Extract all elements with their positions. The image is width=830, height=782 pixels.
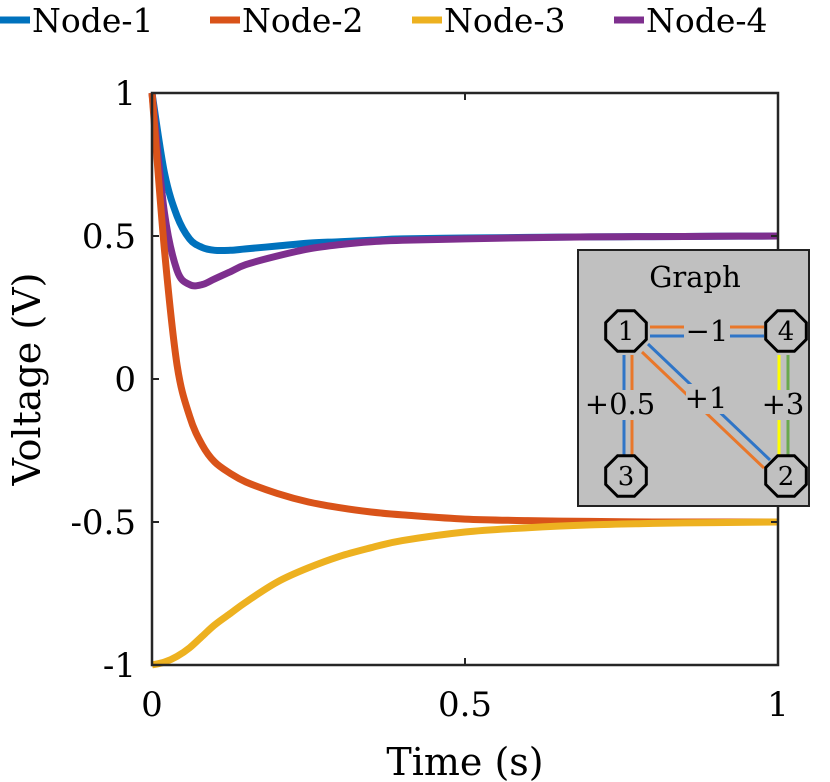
legend-label: Node-1 bbox=[32, 1, 154, 40]
node-label-2: 2 bbox=[778, 462, 795, 492]
y-tick-label: 1 bbox=[114, 74, 136, 114]
x-tick-label: 0 bbox=[141, 685, 163, 725]
graph-node-4: 4 bbox=[764, 309, 808, 353]
y-axis-label: Voltage (V) bbox=[5, 273, 49, 487]
legend: Node-1 Node-2 Node-3 Node-4 bbox=[0, 1, 768, 40]
node-label-3: 3 bbox=[618, 462, 635, 492]
series-line-node-4 bbox=[148, 92, 779, 290]
edge-label-bg bbox=[684, 314, 730, 346]
edge-label-bg bbox=[582, 390, 656, 420]
edge-label-bg bbox=[762, 390, 806, 420]
y-tick-label: 0.5 bbox=[82, 217, 136, 257]
legend-item-node-2: Node-2 bbox=[210, 1, 364, 40]
y-tick-label: 0 bbox=[114, 360, 136, 400]
legend-item-node-1: Node-1 bbox=[0, 1, 154, 40]
edge-label-bg bbox=[686, 384, 730, 414]
legend-item-node-3: Node-3 bbox=[412, 1, 566, 40]
inset-title: Graph bbox=[649, 260, 741, 294]
series-line-node-3 bbox=[151, 518, 779, 669]
y-tick-label: -0.5 bbox=[70, 503, 136, 543]
edge-label-1-2: +1 bbox=[685, 381, 728, 415]
y-tick-label: -1 bbox=[103, 646, 136, 686]
legend-label: Node-2 bbox=[242, 1, 364, 40]
legend-item-node-4: Node-4 bbox=[614, 1, 768, 40]
graph-node-2: 2 bbox=[764, 454, 808, 498]
node-label-1: 1 bbox=[618, 317, 635, 347]
x-tick-label: 1 bbox=[767, 685, 789, 725]
graph-node-3: 3 bbox=[604, 454, 648, 498]
x-axis-label: Time (s) bbox=[386, 740, 543, 782]
edge-label-1-4: −1 bbox=[686, 314, 729, 348]
graph-node-1: 1 bbox=[604, 309, 648, 353]
series-layer bbox=[148, 92, 779, 669]
x-tick-label: 0.5 bbox=[438, 685, 492, 725]
axis-ticks: 0 0.5 1 -1 -0.5 0 0.5 1 bbox=[70, 74, 788, 725]
legend-label: Node-3 bbox=[444, 1, 566, 40]
graph-inset: Graph −1 +1 +0.5 +3 bbox=[577, 249, 810, 507]
edge-label-4-2: +3 bbox=[762, 387, 805, 421]
series-line-node-2 bbox=[148, 92, 778, 526]
legend-label: Node-4 bbox=[646, 1, 768, 40]
node-label-4: 4 bbox=[778, 317, 795, 347]
edge-label-1-3: +0.5 bbox=[585, 387, 655, 421]
